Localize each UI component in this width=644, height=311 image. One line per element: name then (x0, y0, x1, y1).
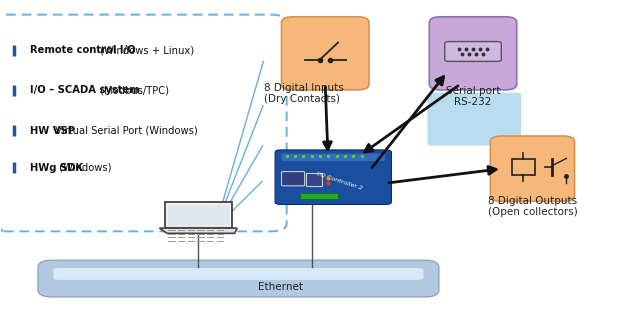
FancyBboxPatch shape (428, 93, 521, 146)
Text: (Windows): (Windows) (55, 163, 111, 173)
FancyBboxPatch shape (430, 17, 516, 90)
Text: HWg SDK: HWg SDK (30, 163, 82, 173)
FancyBboxPatch shape (281, 172, 305, 186)
Text: 8 Digital Outputs
(Open collectors): 8 Digital Outputs (Open collectors) (488, 196, 578, 217)
Polygon shape (165, 202, 232, 228)
Bar (299, 193, 338, 199)
FancyBboxPatch shape (53, 268, 424, 280)
Text: HW VSP: HW VSP (30, 126, 75, 136)
FancyBboxPatch shape (490, 136, 574, 201)
Text: (Windows + Linux): (Windows + Linux) (97, 45, 194, 55)
Bar (512, 159, 535, 175)
FancyBboxPatch shape (275, 150, 392, 204)
FancyBboxPatch shape (38, 260, 439, 297)
Polygon shape (160, 228, 237, 233)
Polygon shape (168, 205, 229, 227)
FancyBboxPatch shape (445, 42, 501, 61)
Text: Serial port
RS-232: Serial port RS-232 (446, 86, 500, 108)
Text: I/O Controller 2: I/O Controller 2 (316, 170, 363, 190)
FancyBboxPatch shape (281, 17, 369, 90)
Text: Ethernet: Ethernet (258, 282, 303, 292)
Text: (Modbus/TPC): (Modbus/TPC) (97, 86, 169, 95)
Text: Virtual Serial Port (Windows): Virtual Serial Port (Windows) (52, 126, 198, 136)
FancyBboxPatch shape (281, 154, 385, 161)
Bar (306, 173, 322, 187)
Text: I/O – SCADA system: I/O – SCADA system (30, 86, 139, 95)
Text: Remote control I/O: Remote control I/O (30, 45, 135, 55)
Text: 8 Digital Inputs
(Dry Contacts): 8 Digital Inputs (Dry Contacts) (264, 83, 344, 104)
